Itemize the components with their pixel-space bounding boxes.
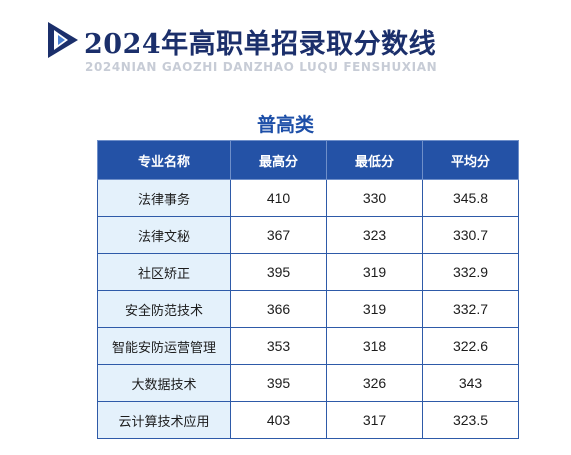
score-table: 专业名称 最高分 最低分 平均分 法律事务 410 330 345.8 法律文秘… bbox=[97, 140, 519, 439]
page-subtitle: 2024NIAN GAOZHI DANZHAO LUQU FENSHUXIAN bbox=[85, 60, 438, 74]
table-row: 安全防范技术 366 319 332.7 bbox=[97, 290, 519, 328]
avg-score-cell: 343 bbox=[422, 364, 519, 402]
table-header-row: 专业名称 最高分 最低分 平均分 bbox=[97, 140, 519, 180]
play-arrow-icon bbox=[48, 22, 78, 58]
max-score-cell: 367 bbox=[230, 216, 327, 254]
max-score-cell: 410 bbox=[230, 179, 327, 217]
max-score-cell: 353 bbox=[230, 327, 327, 365]
min-score-cell: 319 bbox=[326, 290, 423, 328]
column-header-major: 专业名称 bbox=[97, 140, 231, 180]
avg-score-cell: 332.7 bbox=[422, 290, 519, 328]
table-row: 大数据技术 395 326 343 bbox=[97, 364, 519, 402]
table-row: 云计算技术应用 403 317 323.5 bbox=[97, 401, 519, 439]
page-title: 2024年高职单招录取分数线 bbox=[84, 29, 437, 60]
major-name-cell: 大数据技术 bbox=[97, 364, 231, 402]
category-heading: 普高类 bbox=[256, 114, 314, 136]
min-score-cell: 323 bbox=[326, 216, 423, 254]
min-score-cell: 319 bbox=[326, 253, 423, 291]
table-row: 法律文秘 367 323 330.7 bbox=[97, 216, 519, 254]
major-name-cell: 智能安防运营管理 bbox=[97, 327, 231, 365]
avg-score-cell: 332.9 bbox=[422, 253, 519, 291]
max-score-cell: 395 bbox=[230, 253, 327, 291]
max-score-cell: 366 bbox=[230, 290, 327, 328]
table-row: 社区矫正 395 319 332.9 bbox=[97, 253, 519, 291]
min-score-cell: 326 bbox=[326, 364, 423, 402]
table-row: 法律事务 410 330 345.8 bbox=[97, 179, 519, 217]
column-header-max: 最高分 bbox=[230, 140, 327, 180]
page-header: 2024年高职单招录取分数线 2024NIAN GAOZHI DANZHAO L… bbox=[0, 0, 571, 90]
major-name-cell: 社区矫正 bbox=[97, 253, 231, 291]
table-row: 智能安防运营管理 353 318 322.6 bbox=[97, 327, 519, 365]
column-header-avg: 平均分 bbox=[422, 140, 519, 180]
min-score-cell: 318 bbox=[326, 327, 423, 365]
max-score-cell: 403 bbox=[230, 401, 327, 439]
min-score-cell: 330 bbox=[326, 179, 423, 217]
major-name-cell: 安全防范技术 bbox=[97, 290, 231, 328]
avg-score-cell: 322.6 bbox=[422, 327, 519, 365]
major-name-cell: 法律事务 bbox=[97, 179, 231, 217]
avg-score-cell: 323.5 bbox=[422, 401, 519, 439]
major-name-cell: 法律文秘 bbox=[97, 216, 231, 254]
avg-score-cell: 345.8 bbox=[422, 179, 519, 217]
min-score-cell: 317 bbox=[326, 401, 423, 439]
avg-score-cell: 330.7 bbox=[422, 216, 519, 254]
major-name-cell: 云计算技术应用 bbox=[97, 401, 231, 439]
max-score-cell: 395 bbox=[230, 364, 327, 402]
column-header-min: 最低分 bbox=[326, 140, 423, 180]
